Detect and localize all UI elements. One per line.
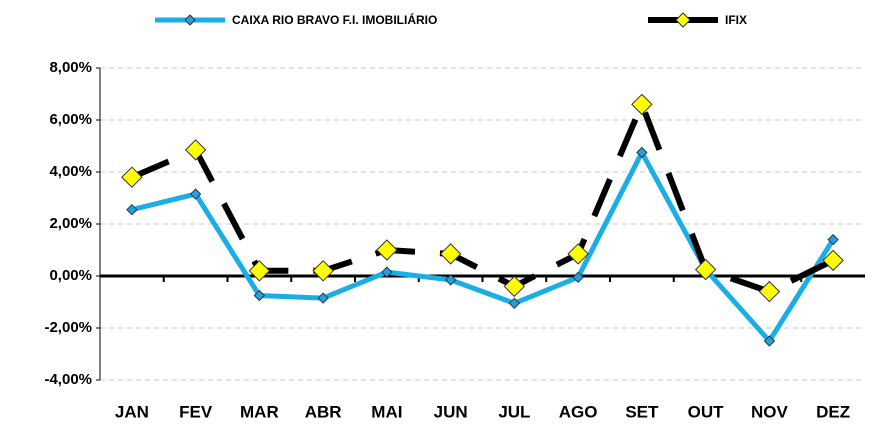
marker: [763, 335, 776, 347]
legend-marker: [675, 12, 691, 28]
series-line: [131, 150, 836, 344]
marker: [121, 166, 143, 188]
x-tick-label: DEZ: [816, 402, 850, 421]
marker: [503, 275, 526, 298]
marker: [376, 239, 398, 261]
x-tick-label: MAR: [240, 402, 279, 421]
x-tick-label: ABR: [305, 402, 342, 421]
x-tick-label: NOV: [751, 402, 789, 421]
x-tick-label: JAN: [115, 402, 149, 421]
y-tick-label: 2,00%: [49, 215, 92, 232]
marker: [567, 243, 589, 265]
y-tick-label: 4,00%: [49, 163, 92, 180]
marker: [312, 260, 334, 282]
x-tick-label: JUN: [434, 402, 468, 421]
marker: [189, 188, 202, 200]
x-tick-label: SET: [625, 402, 659, 421]
x-tick-label: AGO: [559, 402, 598, 421]
y-tick-label: -2,00%: [44, 319, 92, 336]
x-tick-label: JUL: [498, 402, 530, 421]
marker: [822, 249, 844, 272]
legend: CAIXA RIO BRAVO F.I. IMOBILIÁRIO IFIX: [155, 12, 747, 28]
legend-marker: [184, 14, 196, 26]
y-tick-label: 8,00%: [49, 59, 92, 76]
marker: [126, 203, 138, 216]
y-tick-label: 0,00%: [49, 267, 92, 284]
marker: [758, 280, 781, 303]
marker: [444, 274, 457, 286]
marker: [381, 266, 393, 278]
marker: [508, 297, 521, 310]
marker: [694, 258, 717, 281]
marker: [317, 292, 329, 304]
y-tick-label: 6,00%: [49, 111, 92, 128]
marker: [253, 289, 266, 302]
marker: [631, 93, 653, 116]
x-tick-label: MAI: [371, 402, 402, 421]
marker: [572, 271, 584, 284]
x-tick-label: FEV: [179, 402, 213, 421]
marker: [248, 260, 271, 282]
marker: [439, 243, 462, 265]
x-tick-label: OUT: [688, 402, 725, 421]
marker: [827, 233, 839, 246]
legend-label: IFIX: [725, 13, 747, 27]
marker: [636, 146, 648, 159]
y-tick-label: -4,00%: [44, 371, 92, 388]
marker: [184, 139, 207, 161]
legend-label: CAIXA RIO BRAVO F.I. IMOBILIÁRIO: [232, 12, 437, 27]
